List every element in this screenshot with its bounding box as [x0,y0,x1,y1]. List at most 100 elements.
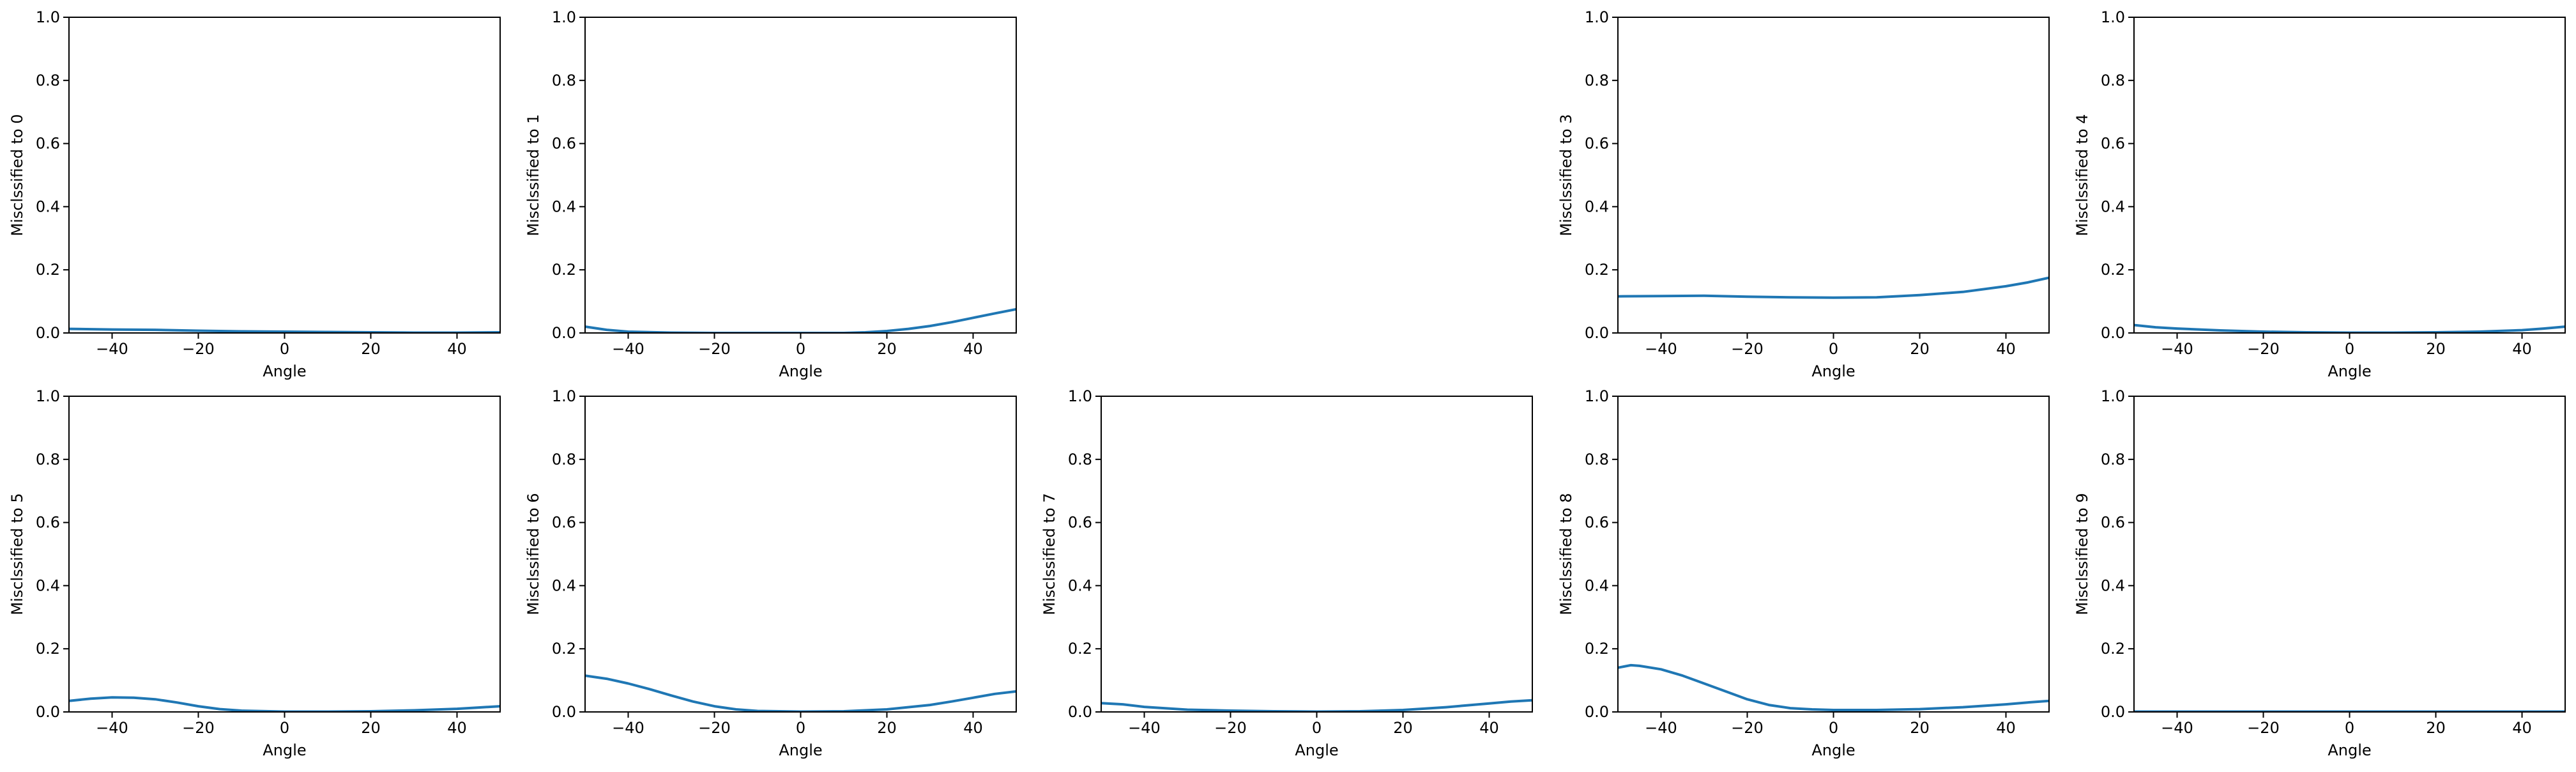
y-axis-label: Misclssified to 6 [524,493,542,615]
plot-area [69,396,500,712]
x-tick-label: 0 [280,340,289,358]
y-tick-label: 0.6 [1585,135,1609,153]
x-tick-label: 20 [1393,719,1413,737]
x-tick-label: 40 [1996,719,2016,737]
x-tick-label: 0 [796,340,805,358]
x-tick-label: −40 [2161,340,2193,358]
y-tick-label: 0.0 [552,703,576,721]
subplot-row2-col5: 0.0 0.2 0.4 0.6 0.8 1.0 −40 −20 0 20 40 Angle Miscls… [2073,387,2566,759]
x-axis-label: Angle [2328,741,2371,759]
x-tick-label: −20 [1214,719,1247,737]
x-tick-label: 0 [1312,719,1322,737]
y-tick-label: 1.0 [1585,387,1609,405]
plot-area [1618,17,2049,333]
y-tick-label: 1.0 [1585,8,1609,26]
x-tick-label: 0 [280,719,289,737]
x-tick-label: −40 [1645,719,1677,737]
y-tick-label: 0.6 [2101,514,2125,532]
x-axis-label: Angle [1811,741,1855,759]
x-tick-label: 20 [877,340,897,358]
x-tick-label: 40 [2512,340,2532,358]
x-tick-label: 40 [447,340,467,358]
x-tick-label: 20 [361,340,381,358]
y-tick-label: 0.0 [36,324,60,342]
y-tick-label: 1.0 [1068,387,1092,405]
y-tick-label: 0.6 [36,135,60,153]
y-tick-label: 0.6 [1585,514,1609,532]
y-tick-label: 0.8 [1585,72,1609,89]
x-tick-label: 20 [1910,719,1930,737]
y-tick-label: 0.4 [1068,576,1092,594]
x-tick-label: 0 [1829,340,1838,358]
y-axis-label: Misclssified to 4 [2073,114,2091,236]
subplot-row1-col1: 0.0 0.2 0.4 0.6 0.8 1.0 −40 −20 0 20 40 Angle Miscls… [8,8,501,380]
series-line [585,674,1016,712]
x-tick-label: 0 [2345,340,2354,358]
y-tick-label: 1.0 [552,8,576,26]
y-tick-label: 0.4 [552,576,576,594]
x-tick-label: 0 [1829,719,1838,737]
subplot-row2-col2: 0.0 0.2 0.4 0.6 0.8 1.0 −40 −20 0 20 40 Angle Miscls… [524,387,1017,759]
y-tick-label: 0.2 [36,261,60,279]
y-tick-label: 0.4 [36,197,60,215]
x-tick-label: 40 [1479,719,1499,737]
plot-area [585,396,1016,712]
subplot-row2-col3: 0.0 0.2 0.4 0.6 0.8 1.0 −40 −20 0 20 40 Angle Miscls… [1040,387,1533,759]
y-tick-label: 0.8 [552,72,576,89]
y-tick-label: 0.0 [2101,324,2125,342]
x-tick-label: −20 [2247,340,2280,358]
x-tick-label: −20 [182,719,215,737]
x-tick-label: −40 [1645,340,1677,358]
plot-area [2134,17,2565,333]
y-tick-label: 0.0 [2101,703,2125,721]
y-axis-label: Misclssified to 1 [524,114,542,236]
subplot-row1-col2: 0.0 0.2 0.4 0.6 0.8 1.0 −40 −20 0 20 40 Angle Miscls… [524,8,1017,380]
x-axis-label: Angle [263,741,306,759]
y-axis-label: Misclssified to 8 [1557,493,1575,615]
x-axis-label: Angle [1811,362,1855,380]
x-tick-label: 40 [963,340,983,358]
series-line [69,696,500,712]
x-tick-label: 20 [2426,340,2446,358]
y-tick-label: 1.0 [36,387,60,405]
y-tick-label: 0.8 [1068,451,1092,468]
y-tick-label: 0.2 [2101,640,2125,658]
y-tick-label: 1.0 [552,387,576,405]
x-tick-label: −40 [612,719,644,737]
y-tick-label: 1.0 [2101,8,2125,26]
y-axis-label: Misclssified to 0 [8,114,26,236]
plot-area [1101,396,1532,712]
y-tick-label: 0.2 [1585,261,1609,279]
x-tick-label: −20 [698,340,731,358]
y-tick-label: 0.6 [36,514,60,532]
x-tick-label: −20 [2247,719,2280,737]
series-line [1618,276,2049,299]
x-tick-label: 40 [2512,719,2532,737]
x-tick-label: −40 [1128,719,1161,737]
x-axis-label: Angle [2328,362,2371,380]
x-tick-label: −20 [1731,719,1764,737]
x-axis-label: Angle [779,362,822,380]
x-tick-label: −40 [612,340,644,358]
x-tick-label: 40 [447,719,467,737]
x-tick-label: 0 [2345,719,2354,737]
y-tick-label: 0.8 [1585,451,1609,468]
y-tick-label: 0.2 [1585,640,1609,658]
y-tick-label: 0.8 [2101,72,2125,89]
y-tick-label: 0.4 [2101,197,2125,215]
plot-area [69,17,500,333]
y-tick-label: 0.6 [552,514,576,532]
y-tick-label: 1.0 [36,8,60,26]
y-tick-label: 0.2 [1068,640,1092,658]
y-axis-label: Misclssified to 9 [2073,493,2091,615]
x-tick-label: −40 [96,340,128,358]
x-tick-label: −40 [2161,719,2193,737]
x-tick-label: 40 [1996,340,2016,358]
x-axis-label: Angle [1295,741,1338,759]
x-tick-label: 20 [877,719,897,737]
y-axis-label: Misclssified to 7 [1040,493,1058,615]
x-tick-label: 20 [1910,340,1930,358]
y-tick-label: 0.2 [552,640,576,658]
plot-area [2134,396,2565,712]
y-tick-label: 0.2 [552,261,576,279]
